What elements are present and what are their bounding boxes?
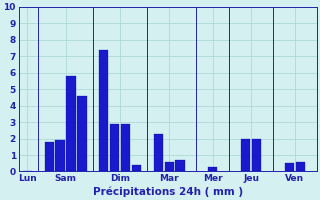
Bar xyxy=(132,165,141,171)
Bar xyxy=(44,142,54,171)
Bar xyxy=(99,50,108,171)
Bar xyxy=(175,160,185,171)
Bar xyxy=(284,163,294,171)
Bar xyxy=(110,124,119,171)
Bar xyxy=(164,162,174,171)
Bar xyxy=(66,76,76,171)
Bar xyxy=(208,167,218,171)
Bar xyxy=(121,124,130,171)
Bar xyxy=(55,140,65,171)
Bar xyxy=(77,96,86,171)
Bar xyxy=(241,139,250,171)
Bar xyxy=(252,139,261,171)
X-axis label: Précipitations 24h ( mm ): Précipitations 24h ( mm ) xyxy=(92,186,243,197)
Bar xyxy=(154,134,163,171)
Bar xyxy=(296,162,305,171)
